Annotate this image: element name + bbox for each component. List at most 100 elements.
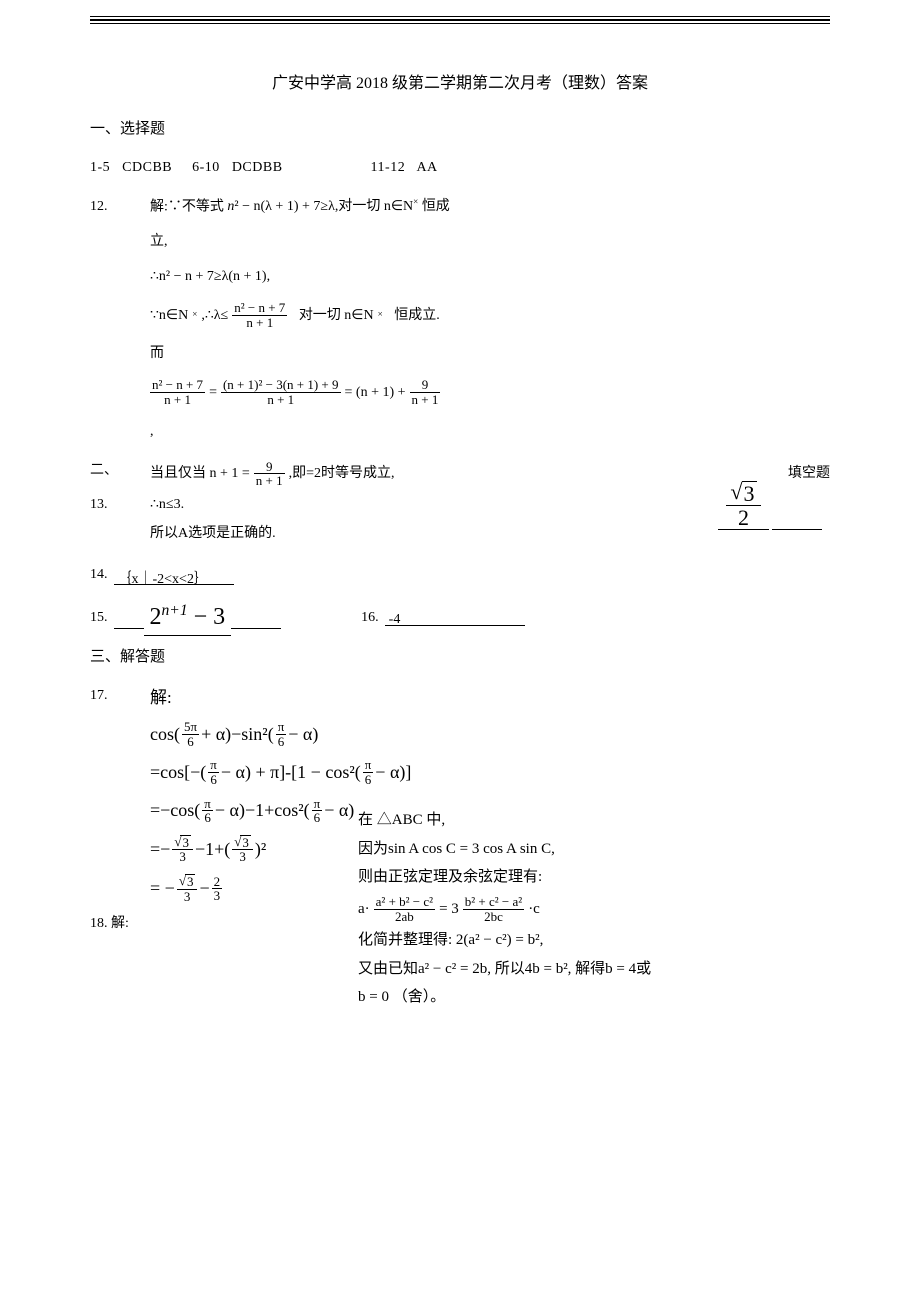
q12-l1d: 恒成 [422, 199, 450, 214]
q17-l3-f2n: π [312, 797, 323, 812]
q18-r4-f2d: 2bc [463, 910, 524, 924]
q12-l6-frac1: n² − n + 7 n + 1 [150, 378, 205, 406]
header-rule-inner2 [90, 23, 830, 24]
q17-l4c: )² [255, 836, 266, 863]
q14-answer: ｛x｜-2<x<2｝ [114, 569, 234, 585]
fill-prefix: 二、 [90, 460, 122, 481]
q12-l4b: ,∴λ≤ [201, 305, 228, 326]
q17-l4-f1n: √3 [172, 835, 193, 851]
mc-range-3: 11-12 [371, 160, 406, 175]
q15-16-row: 15. 2n+1 − 3 16. -4 [90, 599, 830, 636]
q17-l5a: = − [150, 875, 175, 902]
q13-row: 13. ∴n≤3. 所以A选项是正确的. √ 3 2 [90, 494, 830, 544]
q12-sup3: × [378, 308, 383, 322]
q18-r4-f1: a² + b² − c² 2ab [374, 895, 435, 923]
q12-l7-frac: 9 n + 1 [254, 460, 285, 488]
q12-l1c: ² − n(λ + 1) + 7≥λ,对一切 n∈N [234, 199, 413, 214]
mc-ans-2: DCDBB [232, 160, 283, 175]
mc-range-2: 6-10 [192, 160, 220, 175]
q18-r4-post: ·c [528, 898, 540, 921]
q15-number: 15. [90, 607, 108, 628]
q12-l6-f1n: n² − n + 7 [150, 378, 205, 393]
q12-l6-mid: = (n + 1) + [345, 382, 406, 403]
q15-answer: 2n+1 − 3 [144, 599, 232, 636]
q18: 18. 解: 在 △ABC 中, 因为sin A cos C = 3 cos A… [90, 913, 830, 1014]
q18-r5: 化简并整理得: 2(a² − c²) = b², [358, 929, 830, 952]
q12-sup2: × [192, 308, 197, 322]
q17-l5b: − [199, 875, 209, 902]
q17-l4-f2n: √3 [232, 835, 253, 851]
q17-l2-f1: π 6 [208, 758, 219, 786]
q17-l3b: − α)−1+cos²( [215, 797, 310, 824]
q13-number: 13. [90, 494, 122, 515]
q17-l4-rad2: 3 [240, 835, 251, 850]
q17-l1c: − α) [288, 721, 318, 748]
q12-l4-frac: n² − n + 7 n + 1 [232, 301, 287, 329]
q17-l4-f1: √3 3 [172, 835, 193, 864]
q12-l7n: 9 [254, 460, 285, 475]
q12-l6-f3d: n + 1 [410, 393, 441, 407]
q17-l2-f1d: 6 [208, 773, 219, 787]
q12-comma: , [150, 421, 830, 442]
q14-val: ｛x｜-2<x<2｝ [114, 572, 212, 587]
q12-l6-eq1: = [209, 382, 217, 403]
q12-l6-f3n: 9 [410, 378, 441, 393]
section-mc-heading: 一、选择题 [90, 118, 830, 141]
q12-l4d: 恒成立. [394, 305, 440, 326]
q17-l1-f2: π 6 [276, 720, 287, 748]
q17-label: 解: [150, 685, 830, 711]
q12-l4a: ∵n∈N [150, 305, 188, 326]
q17-l5-f2d: 3 [212, 889, 223, 903]
q12-l6-f2d: n + 1 [221, 393, 341, 407]
q12-line2: 立, [150, 231, 830, 252]
q12-l6-f1d: n + 1 [150, 393, 205, 407]
q17-l5-f1: √3 3 [177, 874, 198, 903]
q12-l6-f2n: (n + 1)² − 3(n + 1) + 9 [221, 378, 341, 393]
q17-l1-f1d: 6 [182, 735, 199, 749]
q13-den: 2 [726, 506, 760, 529]
q17-l4b: −1+( [195, 836, 230, 863]
q13-radical: √ 3 [730, 481, 756, 505]
q17-l3c: − α) [324, 797, 354, 824]
mc-answers: 1-5 CDCBB 6-10 DCDBB 11-12 AA [90, 157, 830, 178]
q12-line4: ∵n∈N× ,∴λ≤ n² − n + 7 n + 1 对一切 n∈N× 恒成立… [150, 301, 830, 329]
q18-r7: b = 0 （舍）。 [358, 986, 830, 1009]
q18-r1: 在 △ABC 中, [358, 809, 830, 832]
q17-l3-f2: π 6 [312, 797, 323, 825]
q14-number: 14. [90, 564, 108, 585]
q18-r2: 因为sin A cos C = 3 cos A sin C, [358, 838, 830, 861]
q17-l2-f1n: π [208, 758, 219, 773]
q17-l4a: =− [150, 836, 170, 863]
q14-row: 14. ｛x｜-2<x<2｝ [90, 564, 830, 585]
q17-l2c: − α)] [375, 759, 411, 786]
q13-answer: √ 3 2 [718, 480, 822, 530]
q17-l4-den2: 3 [232, 850, 253, 864]
q16-answer: -4 [385, 609, 525, 625]
q17-l5-den: 3 [177, 890, 198, 904]
q13-radicand: 3 [742, 481, 757, 505]
q12-line5: 而 [150, 343, 830, 364]
q13-frac: √ 3 2 [726, 480, 760, 529]
page: 广安中学高 2018 级第二学期第二次月考（理数）答案 一、选择题 1-5 CD… [0, 0, 920, 1039]
q15-tail: − 3 [188, 604, 226, 630]
header-rule-inner [90, 19, 830, 24]
q17-l1-f2d: 6 [276, 735, 287, 749]
q17-l4-f2: √3 3 [232, 835, 253, 864]
q12-l6-frac3: 9 n + 1 [410, 378, 441, 406]
q12-number: 12. [90, 196, 122, 217]
q12-l7b: ,即=2时等号成立, [289, 463, 395, 484]
q18-r4: a· a² + b² − c² 2ab = 3 b² + c² − a² 2bc… [358, 895, 830, 923]
q18-right: 在 △ABC 中, 因为sin A cos C = 3 cos A sin C,… [358, 803, 830, 1014]
q17-l4-rad: 3 [180, 835, 191, 850]
q12-l4-den: n + 1 [232, 316, 287, 330]
q17-line1: cos( 5π 6 + α)−sin²( π 6 − α) [150, 720, 830, 748]
q18-left: 18. 解: [90, 913, 350, 934]
q17-l2-f2d: 6 [363, 773, 374, 787]
q17-l3-f1d: 6 [202, 811, 213, 825]
q17-l1-f1: 5π 6 [182, 720, 199, 748]
q12-line1: 解:∵不等式 n² − n(λ + 1) + 7≥λ,对一切 n∈N× 恒成 [150, 196, 830, 218]
q12-line6: n² − n + 7 n + 1 = (n + 1)² − 3(n + 1) +… [150, 378, 830, 406]
q17-l5-f2: 2 3 [212, 875, 223, 903]
q15-base: 2 [150, 604, 162, 630]
q17-l3a: =−cos( [150, 797, 200, 824]
